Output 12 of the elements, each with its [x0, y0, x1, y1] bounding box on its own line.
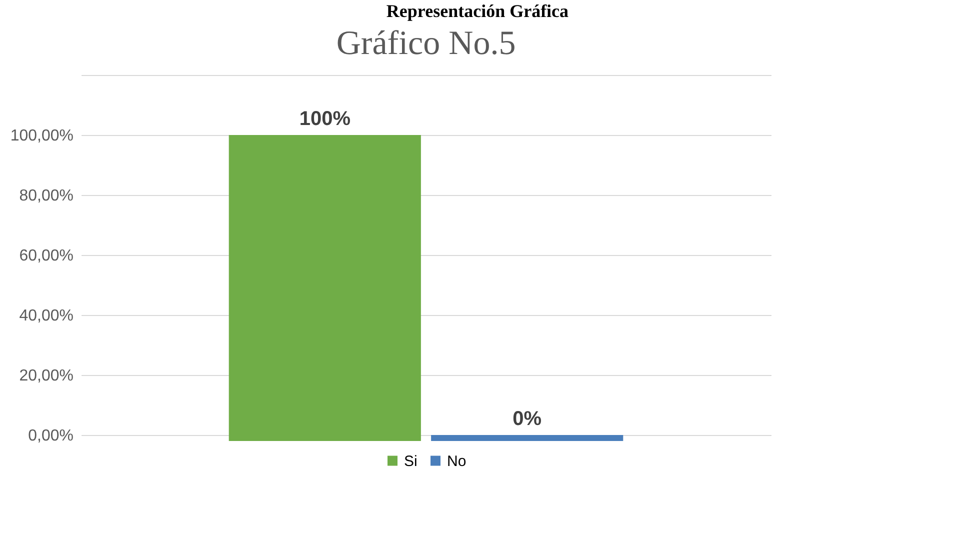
y-tick-label: 20,00% — [19, 368, 74, 384]
y-tick-label: 80,00% — [19, 188, 74, 204]
data-label: 100% — [299, 108, 351, 130]
y-tick-label: 100,00% — [10, 128, 74, 144]
data-label: 0% — [512, 408, 542, 430]
y-tick-label: 0,00% — [28, 428, 74, 444]
y-tick-label: 40,00% — [19, 308, 74, 324]
y-tick-label: 60,00% — [19, 248, 74, 264]
text: Representación Gráfica — [385, 0, 570, 22]
chart-title: Gráfico No.5 — [336, 25, 516, 62]
legend-label: No — [447, 452, 466, 470]
legend-label: Si — [404, 452, 418, 470]
